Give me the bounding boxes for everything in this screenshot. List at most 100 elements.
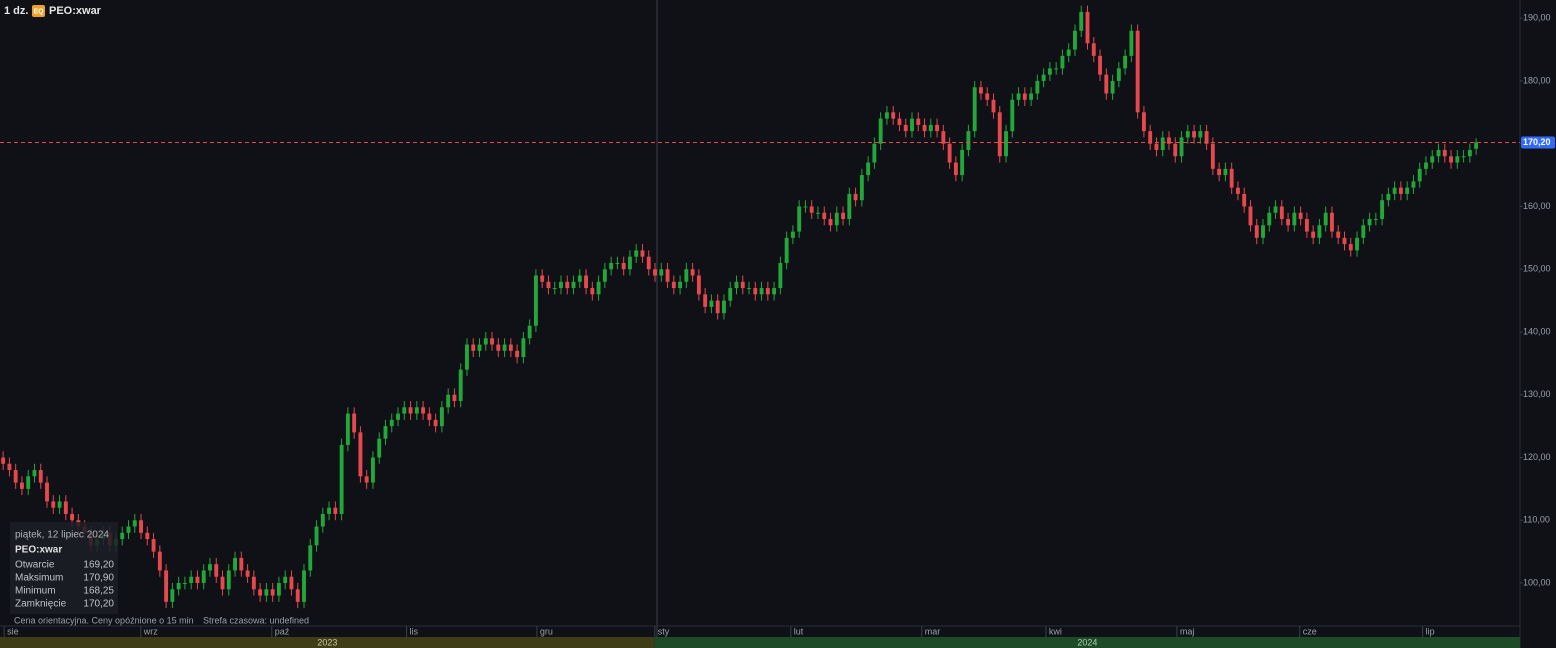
candle-body — [784, 237, 789, 263]
candle-body — [289, 576, 294, 590]
candle-body — [1148, 131, 1153, 144]
candle-body — [1073, 30, 1077, 50]
candle-body — [552, 288, 557, 290]
candle-body — [345, 413, 350, 445]
candle-body — [38, 470, 43, 483]
candle-body — [621, 262, 626, 270]
year-band — [0, 637, 655, 648]
candle-body — [421, 407, 426, 414]
candle-body — [590, 288, 595, 295]
candle-body — [1204, 131, 1209, 144]
candle-body — [1430, 156, 1435, 163]
badge: EQ — [33, 8, 44, 15]
candle-body — [433, 419, 438, 427]
candle-body — [947, 143, 952, 163]
candle-body — [1154, 143, 1159, 150]
candle-body — [1361, 225, 1366, 238]
candle-body — [872, 143, 877, 163]
candle-body — [1317, 225, 1322, 238]
candle-body — [314, 526, 319, 546]
candle-body — [1273, 206, 1278, 213]
candle-body — [1135, 30, 1140, 113]
candle-body — [922, 124, 927, 132]
candle-body — [878, 118, 883, 144]
candle-body — [45, 482, 49, 502]
candle-body — [1210, 143, 1215, 169]
candle-body — [214, 564, 219, 577]
tooltip-value: 169,20 — [83, 560, 114, 571]
candle-body — [1198, 131, 1203, 138]
candle-body — [1298, 212, 1303, 220]
candle-body — [627, 256, 632, 270]
candle-body — [1022, 93, 1027, 100]
x-tick-label: sie — [7, 626, 19, 636]
candle-body — [602, 269, 607, 282]
candle-body — [1417, 168, 1422, 182]
candle-body — [1079, 11, 1084, 31]
candle-body — [584, 275, 589, 289]
candle-body — [1242, 193, 1247, 207]
candle-body — [264, 589, 269, 596]
candle-body — [352, 413, 357, 433]
candle-body — [778, 262, 783, 289]
candle-body — [759, 288, 764, 295]
candle-body — [546, 281, 551, 289]
candle-body — [1066, 49, 1071, 56]
candle-body — [1449, 156, 1453, 163]
candle-body — [1424, 162, 1428, 169]
candle-body — [276, 583, 281, 596]
candle-body — [935, 124, 940, 132]
candle-body — [521, 338, 526, 358]
candle-body — [132, 520, 137, 527]
tooltip-value: 170,90 — [83, 573, 114, 584]
candle-body — [753, 288, 758, 295]
footer-note: Strefa czasowa: undefined — [203, 615, 309, 625]
candle-body — [966, 131, 971, 150]
candle-body — [1098, 55, 1102, 75]
candle-body — [822, 212, 827, 220]
candle-body — [1173, 143, 1178, 157]
candle-body — [972, 87, 977, 132]
candle-body — [383, 426, 388, 439]
candle-body — [991, 99, 996, 113]
candle-body — [847, 193, 852, 220]
candle-body — [1185, 131, 1190, 138]
y-tick-label: 150,00 — [1523, 264, 1551, 274]
candle-body — [740, 281, 745, 289]
candle-body — [1, 457, 6, 464]
candle-body — [1461, 156, 1466, 158]
candle-body — [1342, 237, 1347, 245]
candle-body — [226, 570, 231, 590]
candle-body — [1373, 219, 1378, 221]
tooltip-label: Maksimum — [15, 573, 63, 584]
candle-body — [1167, 137, 1171, 144]
candle-body — [371, 457, 375, 483]
candle-body — [302, 570, 306, 602]
candle-body — [960, 149, 965, 176]
candle-body — [596, 281, 601, 295]
candle-body — [333, 507, 338, 514]
x-tick-label: maj — [1180, 626, 1195, 636]
candle-body — [828, 219, 833, 226]
x-tick-label: lut — [794, 626, 804, 636]
candle-body — [1217, 168, 1222, 176]
candle-body — [490, 338, 494, 345]
candle-body — [208, 564, 212, 571]
tooltip-label: Zamknięcie — [15, 599, 67, 610]
candle-body — [358, 432, 363, 477]
candle-body — [1047, 68, 1052, 75]
x-tick-label: lis — [410, 626, 419, 636]
candle-body — [1229, 168, 1234, 188]
candle-body — [646, 256, 651, 270]
candle-body — [408, 407, 413, 414]
year-band — [654, 637, 1520, 648]
candle-body — [841, 212, 845, 220]
candle-body — [571, 281, 576, 289]
candle-body — [1223, 168, 1228, 176]
x-tick-label: sty — [658, 626, 670, 636]
candle-body — [1286, 219, 1291, 226]
tooltip: piątek, 12 lipiec 2024 PEO:xwar Otwarcie… — [10, 522, 118, 614]
